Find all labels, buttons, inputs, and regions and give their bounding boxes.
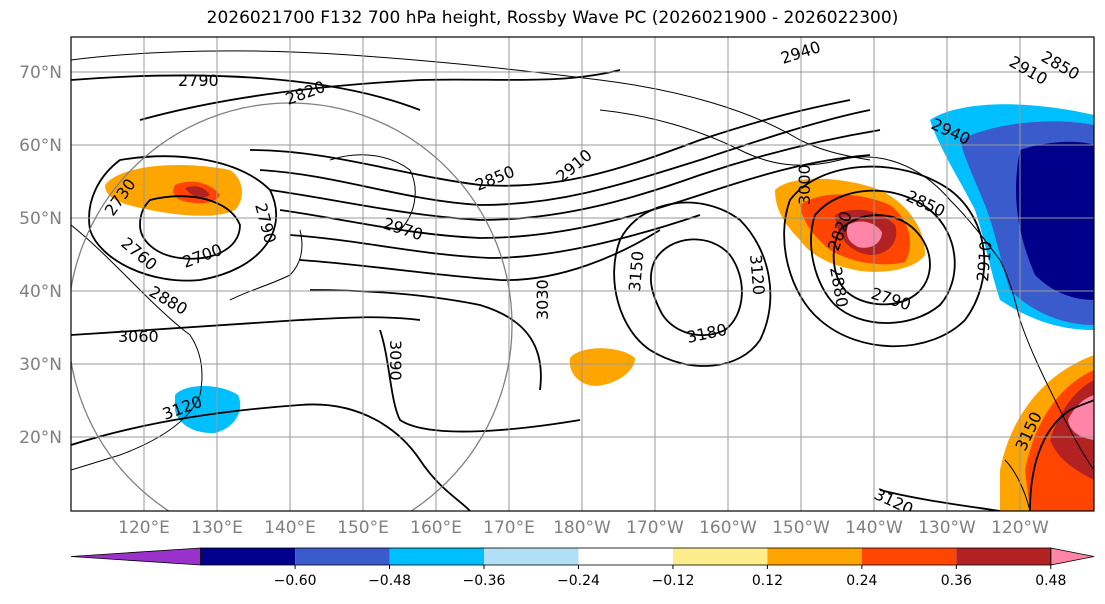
contour-low-gulf-outer xyxy=(783,165,986,348)
colorbar-segment xyxy=(578,548,673,565)
map-frame xyxy=(70,36,1095,512)
lon-label: 160°W xyxy=(699,518,757,538)
positive-anomaly-east-asia-peak xyxy=(185,186,210,198)
colorbar-extend-low xyxy=(70,547,202,566)
colorbar-segment xyxy=(672,548,768,565)
positive-anomaly-central-pacific xyxy=(569,348,635,386)
colorbar-segment xyxy=(767,548,862,565)
coastline-alaska xyxy=(599,109,1094,471)
contour-3120-west xyxy=(71,403,471,511)
contour-trough-east-asia-outer xyxy=(88,155,278,282)
lat-label: 50°N xyxy=(19,209,62,229)
colorbar-segment xyxy=(484,548,579,565)
contour-3150-east xyxy=(1029,399,1094,511)
lon-label: 170°E xyxy=(483,518,535,538)
height-contours xyxy=(71,69,1094,511)
colorbar-tick-label: 0.48 xyxy=(1035,573,1066,589)
lon-label: 140°E xyxy=(264,518,316,538)
negative-anomaly-philippine-sea xyxy=(175,386,241,434)
contour-label: 2910 xyxy=(973,240,995,282)
colorbar-tick-label: 0.36 xyxy=(941,573,972,589)
contour-2820 xyxy=(139,69,621,121)
coastline-arctic xyxy=(71,50,871,161)
graticule xyxy=(71,37,1094,511)
latitude-labels: 70°N 60°N 50°N 40°N 30°N 20°N xyxy=(19,63,62,448)
positive-anomaly-mexico-peak xyxy=(1068,395,1094,440)
contour-2970 xyxy=(289,214,701,259)
range-circle xyxy=(71,102,513,511)
lon-label: 170°W xyxy=(626,518,684,538)
colorbar-segment xyxy=(295,548,390,565)
contour-low-gulf-mid xyxy=(810,189,956,324)
contour-3120-east xyxy=(879,489,1001,511)
lon-label: 130°W xyxy=(918,518,976,538)
contour-3090 xyxy=(379,329,581,433)
contour-2940 xyxy=(279,154,871,239)
colorbar-tick-label: 0.24 xyxy=(846,573,877,589)
colorbar-tick-label: −0.24 xyxy=(557,573,600,589)
contour-ridge-central-inner xyxy=(649,238,743,337)
colorbar-segment xyxy=(389,548,484,565)
lon-label: 150°W xyxy=(772,518,830,538)
colorbar: −0.60 −0.48 −0.36 −0.24 −0.12 0.12 0.24 0.36 0.4… xyxy=(70,547,1095,589)
shaded-anomalies xyxy=(105,104,1094,511)
colorbar-segment xyxy=(956,548,1051,565)
contour-3060 xyxy=(71,316,421,336)
lat-label: 70°N xyxy=(19,63,62,83)
colorbar-tick-label: −0.48 xyxy=(368,573,411,589)
longitude-labels: 120°E 130°E 140°E 150°E 160°E 170°E 180°… xyxy=(118,518,1049,538)
contour-low-gulf-inner xyxy=(832,214,931,306)
contour-label: 3060 xyxy=(118,327,159,346)
lat-label: 20°N xyxy=(19,428,62,448)
contour-ridge-central-outer xyxy=(613,201,772,367)
contour-2880 xyxy=(259,109,871,206)
lon-label: 120°E xyxy=(118,518,170,538)
lon-label: 130°E xyxy=(191,518,243,538)
contour-label: 2790 xyxy=(178,71,219,90)
colorbar-tick-label: −0.12 xyxy=(651,573,694,589)
contour-label: 3150 xyxy=(625,250,647,292)
contour-label: 3000 xyxy=(795,164,814,205)
map-title: 2026021700 F132 700 hPa height, Rossby W… xyxy=(206,8,899,28)
colorbar-tick-label: −0.36 xyxy=(463,573,506,589)
lon-label: 120°W xyxy=(991,518,1049,538)
colorbar-tick-label: −0.60 xyxy=(274,573,317,589)
positive-anomaly-gulf-of-alaska-peak xyxy=(846,221,882,248)
lat-label: 60°N xyxy=(19,136,62,156)
lat-label: 40°N xyxy=(19,282,62,302)
contour-label: 3090 xyxy=(386,340,405,381)
coastline-baja xyxy=(1004,459,1031,511)
contour-label: 3120 xyxy=(746,254,768,296)
colorbar-segment xyxy=(200,548,296,565)
contour-2910 xyxy=(269,129,881,221)
contour-2790-north xyxy=(71,74,421,111)
negative-anomaly-northeast-pacific-core xyxy=(1015,141,1094,300)
colorbar-segment xyxy=(861,548,957,565)
coastline-east-asia xyxy=(71,224,203,471)
colorbar-extend-high xyxy=(1050,547,1095,566)
lat-label: 30°N xyxy=(19,355,62,375)
colorbar-tick-label: 0.12 xyxy=(752,573,783,589)
contour-2850 xyxy=(249,99,851,187)
lon-label: 160°E xyxy=(410,518,462,538)
lon-label: 150°E xyxy=(337,518,389,538)
lon-label: 180°W xyxy=(553,518,611,538)
lon-label: 140°W xyxy=(845,518,903,538)
colorbar-border xyxy=(200,547,1052,566)
contour-label: 3030 xyxy=(533,279,552,320)
